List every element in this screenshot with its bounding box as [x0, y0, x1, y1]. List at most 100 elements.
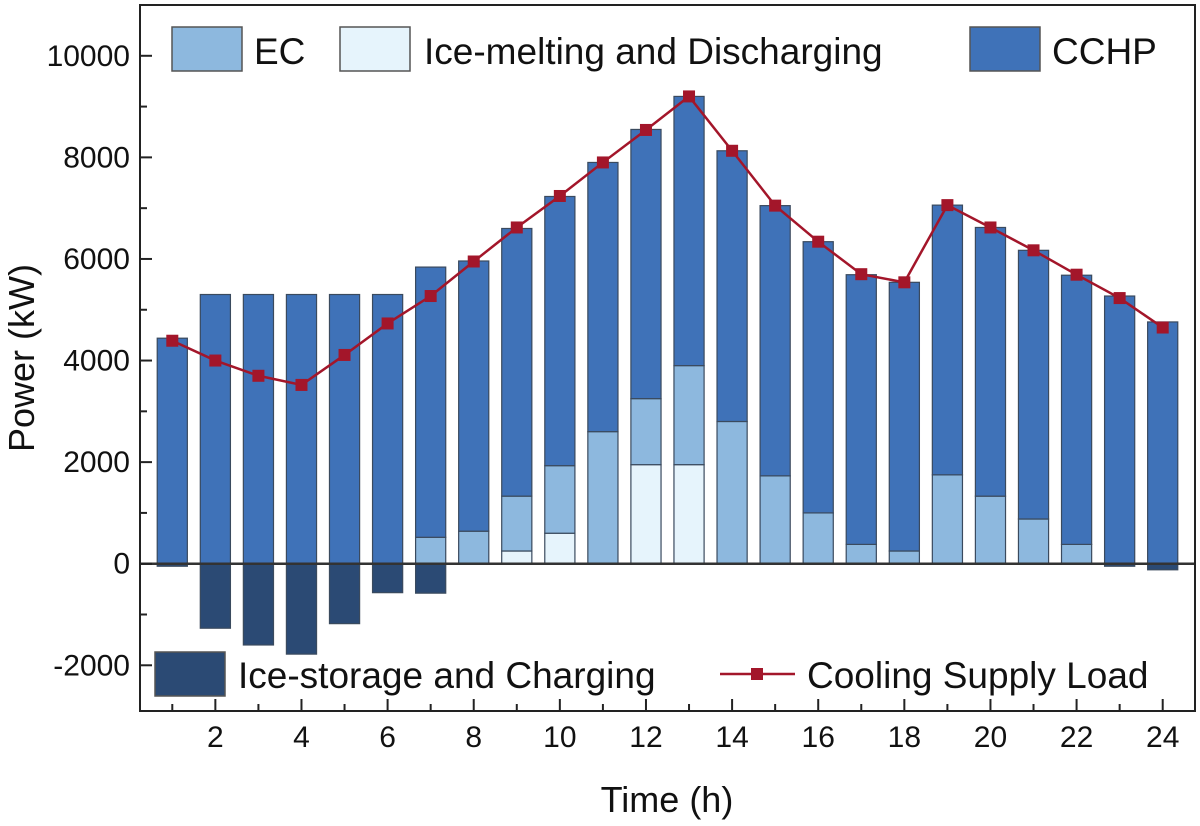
x-axis-title: Time (h)	[601, 779, 734, 820]
cooling-supply-load-point-h15	[769, 199, 782, 212]
bar-segment-cchp-h24	[1147, 321, 1179, 565]
cooling-supply-load-point-h22	[1070, 268, 1083, 281]
bar-segment-ec-h15	[759, 475, 791, 565]
y-tick-label: 4000	[63, 345, 130, 378]
cooling-supply-load-point-h19	[941, 199, 954, 212]
cooling-supply-load-point-h21	[1027, 244, 1040, 257]
bar-segment-ec-h22	[1060, 543, 1093, 565]
bar-segment-ec-h12	[630, 398, 662, 466]
bar-segment-cchp-h7	[414, 266, 447, 538]
bar-segment-cchp-h4	[285, 293, 318, 565]
bar-segment-ec-h11	[587, 431, 619, 565]
cooling-supply-load-point-h2	[209, 354, 222, 367]
y-tick-label: 6000	[63, 243, 130, 276]
cooling-supply-load-point-h7	[424, 290, 437, 303]
x-tick-label: 16	[802, 721, 835, 754]
cooling-supply-load-point-h3	[252, 369, 265, 382]
bar-segment-cchp-h3	[242, 293, 275, 565]
bar-segment-ice-storage-and-charging-h3	[242, 563, 275, 646]
cooling-supply-load-point-h11	[596, 156, 609, 169]
bar-segment-ec-h20	[974, 495, 1007, 565]
x-tick-label: 6	[379, 721, 396, 754]
bar-segment-cchp-h8	[458, 260, 490, 532]
bar-segment-ice-storage-and-charging-h7	[414, 563, 447, 594]
cooling-supply-load-point-h18	[898, 276, 911, 289]
bar-segment-ec-h21	[1017, 518, 1050, 565]
bar-segment-cchp-h12	[630, 128, 662, 400]
bar-segment-cchp-h19	[931, 204, 964, 476]
legend-swatch-ec	[171, 26, 243, 72]
bar-segment-ec-h19	[931, 474, 964, 565]
legend-label-ec: EC	[254, 31, 305, 72]
legend-label-cooling-supply: Cooling Supply Load	[807, 655, 1148, 696]
legend-swatch-cchp	[969, 26, 1041, 72]
bar-segment-ec-h16	[802, 512, 834, 565]
bar-segment-ec-h17	[845, 543, 877, 565]
cooling-supply-load-point-h13	[683, 90, 696, 103]
bar-segment-cchp-h17	[845, 274, 877, 546]
legend-label-ice-storage: Ice-storage and Charging	[238, 655, 656, 696]
y-tick-label: -2000	[53, 649, 130, 682]
bar-segment-cchp-h18	[888, 281, 921, 552]
legend-top: EC Ice-melting and Discharging CCHP	[171, 26, 1157, 72]
bars-layer	[156, 95, 1179, 655]
bar-segment-cchp-h2	[199, 293, 232, 565]
cooling-supply-load-point-h14	[726, 144, 739, 157]
x-tick-label: 10	[543, 721, 576, 754]
cooling-supply-line-layer	[166, 90, 1169, 391]
x-tick-label: 22	[1060, 721, 1093, 754]
y-tick-label: 10000	[47, 40, 130, 73]
bar-segment-ice-melting-and-discharging-h12	[630, 464, 662, 565]
x-tick-label: 2	[207, 721, 224, 754]
cooling-supply-load-point-h8	[467, 255, 480, 268]
cooling-supply-load-point-h10	[553, 189, 566, 202]
bar-segment-ec-h7	[414, 536, 447, 565]
x-tick-label: 12	[629, 721, 662, 754]
bar-segment-cchp-h23	[1103, 295, 1136, 565]
bar-segment-cchp-h13	[673, 95, 705, 367]
bar-segment-ec-h18	[888, 550, 921, 565]
legend-swatch-ice-storage	[154, 651, 226, 697]
bar-segment-cchp-h1	[156, 337, 188, 565]
y-tick-label: 0	[113, 548, 130, 581]
y-tick-label: 2000	[63, 446, 130, 479]
bar-segment-cchp-h5	[328, 293, 361, 565]
bar-segment-ec-h8	[458, 530, 490, 565]
cooling-supply-load-point-h23	[1113, 292, 1126, 305]
x-tick-label: 18	[888, 721, 921, 754]
bar-segment-ice-storage-and-charging-h2	[199, 563, 232, 629]
bar-segment-cchp-h16	[802, 241, 834, 514]
bar-segment-cchp-h21	[1017, 249, 1050, 520]
cooling-supply-load-point-h4	[295, 378, 308, 391]
cooling-supply-load-point-h12	[639, 123, 652, 136]
y-axis-title: Power (kW)	[1, 264, 42, 452]
cooling-supply-load-point-h9	[510, 221, 523, 234]
bar-segment-ice-storage-and-charging-h5	[328, 563, 361, 625]
bar-segment-cchp-h14	[716, 150, 748, 423]
legend-bottom: Ice-storage and Charging Cooling Supply …	[154, 651, 1148, 697]
legend-label-cchp: CCHP	[1052, 31, 1157, 72]
bar-segment-ec-h14	[716, 420, 748, 565]
cooling-supply-load-point-h6	[381, 317, 394, 330]
legend-label-ice-melting: Ice-melting and Discharging	[424, 31, 883, 72]
legend-swatch-ice-melting	[339, 26, 411, 72]
bar-segment-ice-melting-and-discharging-h9	[501, 550, 533, 565]
cooling-supply-load-point-h17	[855, 268, 868, 281]
x-tick-label: 24	[1146, 721, 1179, 754]
cooling-supply-load-line	[171, 94, 1164, 387]
bar-segment-cchp-h15	[759, 205, 791, 477]
bar-segment-cchp-h9	[501, 227, 533, 497]
bar-segment-cchp-h6	[371, 293, 404, 565]
cooling-supply-load-point-h20	[984, 221, 997, 234]
bar-segment-cchp-h20	[974, 226, 1007, 497]
cooling-supply-load-point-h24	[1156, 321, 1169, 334]
x-tick-label: 20	[974, 721, 1007, 754]
bar-segment-ec-h10	[544, 465, 576, 534]
plot-frame	[139, 4, 1196, 712]
y-tick-label: 8000	[63, 141, 130, 174]
bar-segment-ice-storage-and-charging-h4	[285, 563, 318, 655]
cooling-supply-load-point-h5	[338, 348, 351, 361]
x-tick-label: 14	[715, 721, 748, 754]
